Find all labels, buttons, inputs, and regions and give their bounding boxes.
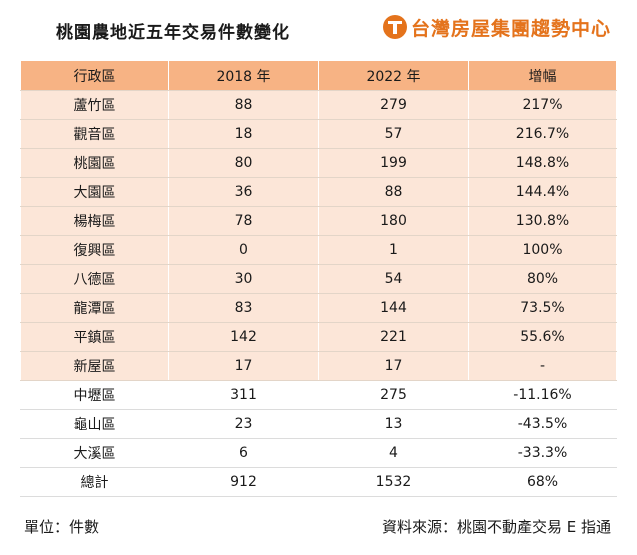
column-header-growth: 增幅 — [468, 60, 617, 91]
district-cell: 平鎮區 — [20, 322, 169, 352]
count-2022-cell: 88 — [318, 177, 469, 207]
count-2022-cell: 57 — [318, 119, 469, 149]
growth-cell: 216.7% — [468, 119, 617, 149]
table-header-row: 行政區 2018 年 2022 年 增幅 — [20, 60, 617, 91]
growth-cell: 55.6% — [468, 322, 617, 352]
growth-cell: 68% — [468, 467, 617, 497]
brand-name: 台灣房屋集團趨勢中心 — [410, 17, 611, 40]
district-cell: 龜山區 — [20, 409, 169, 439]
count-2018-cell: 6 — [168, 438, 319, 468]
count-2018-cell: 78 — [168, 206, 319, 236]
column-header-district: 行政區 — [20, 60, 169, 91]
count-2018-cell: 83 — [168, 293, 319, 323]
count-2018-cell: 88 — [168, 90, 319, 120]
district-cell: 觀音區 — [20, 119, 169, 149]
growth-cell: 148.8% — [468, 148, 617, 178]
count-2018-cell: 18 — [168, 119, 319, 149]
district-cell: 八德區 — [20, 264, 169, 294]
district-cell: 復興區 — [20, 235, 169, 265]
growth-cell: 80% — [468, 264, 617, 294]
count-2022-cell: 144 — [318, 293, 469, 323]
unit-note: 單位：件數 — [24, 518, 100, 536]
count-2022-cell: 221 — [318, 322, 469, 352]
growth-cell: 73.5% — [468, 293, 617, 323]
count-2018-cell: 36 — [168, 177, 319, 207]
table-row: 蘆竹區 88 279 217% — [20, 90, 617, 120]
count-2022-cell: 180 — [318, 206, 469, 236]
column-header-2022: 2022 年 — [318, 60, 469, 91]
growth-cell: 100% — [468, 235, 617, 265]
table-row: 觀音區 18 57 216.7% — [20, 119, 617, 149]
count-2022-cell: 279 — [318, 90, 469, 120]
table-row: 大園區 36 88 144.4% — [20, 177, 617, 207]
column-header-2018: 2018 年 — [168, 60, 319, 91]
count-2018-cell: 142 — [168, 322, 319, 352]
table-row: 楊梅區 78 180 130.8% — [20, 206, 617, 236]
district-cell: 中壢區 — [20, 380, 169, 410]
count-2018-cell: 23 — [168, 409, 319, 439]
district-cell: 總計 — [20, 467, 169, 497]
count-2022-cell: 13 — [318, 409, 469, 439]
table-row: 新屋區 17 17- — [20, 351, 617, 381]
header: 桃園農地近五年交易件數變化 台灣房屋集團趨勢中心 — [0, 0, 637, 56]
growth-cell: - — [468, 351, 617, 381]
count-2022-cell: 1532 — [318, 467, 469, 497]
table-body: 蘆竹區 88 279 217% 觀音區 18 57 216.7% 桃園區 80 199 148.8% 大… — [20, 90, 617, 497]
district-cell: 大園區 — [20, 177, 169, 207]
count-2022-cell: 4 — [318, 438, 469, 468]
count-2018-cell: 311 — [168, 380, 319, 410]
table-row: 龜山區 23 13 -43.5% — [20, 409, 617, 439]
table-row: 復興區 0 1 100% — [20, 235, 617, 265]
growth-cell: 144.4% — [468, 177, 617, 207]
table-row: 龍潭區 83 144 73.5% — [20, 293, 617, 323]
page-title: 桃園農地近五年交易件數變化 — [56, 23, 290, 43]
table-row: 大溪區 6 4 -33.3% — [20, 438, 617, 468]
count-2022-cell: 54 — [318, 264, 469, 294]
count-2022-cell: 275 — [318, 380, 469, 410]
district-cell: 大溪區 — [20, 438, 169, 468]
growth-cell: 217% — [468, 90, 617, 120]
count-2018-cell: 0 — [168, 235, 319, 265]
transactions-table: 行政區 2018 年 2022 年 增幅 蘆竹區 88 279 217% 觀音區 18 57… — [20, 60, 617, 497]
count-2022-cell: 17 — [318, 351, 469, 381]
growth-cell: 130.8% — [468, 206, 617, 236]
table-row: 桃園區 80 199 148.8% — [20, 148, 617, 178]
district-cell: 新屋區 — [20, 351, 169, 381]
brand-logo-icon — [382, 15, 407, 39]
count-2018-cell: 80 — [168, 148, 319, 178]
district-cell: 桃園區 — [20, 148, 169, 178]
count-2022-cell: 199 — [318, 148, 469, 178]
table-row: 中壢區 311 275 -11.16% — [20, 380, 617, 410]
count-2018-cell: 30 — [168, 264, 319, 294]
district-cell: 龍潭區 — [20, 293, 169, 323]
count-2018-cell: 912 — [168, 467, 319, 497]
table-row: 平鎮區 142 221 55.6% — [20, 322, 617, 352]
district-cell: 楊梅區 — [20, 206, 169, 236]
table-row: 八德區 30 54 80% — [20, 264, 617, 294]
growth-cell: -33.3% — [468, 438, 617, 468]
total-row: 總計 912 1532 68% — [20, 467, 617, 497]
growth-cell: -11.16% — [468, 380, 617, 410]
brand-logo-group: 台灣房屋集團趨勢中心 — [382, 12, 611, 42]
count-2022-cell: 1 — [318, 235, 469, 265]
count-2018-cell: 17 — [168, 351, 319, 381]
source-note: 資料來源：桃園不動產交易 E 指通 — [381, 518, 611, 536]
district-cell: 蘆竹區 — [20, 90, 169, 120]
growth-cell: -43.5% — [468, 409, 617, 439]
